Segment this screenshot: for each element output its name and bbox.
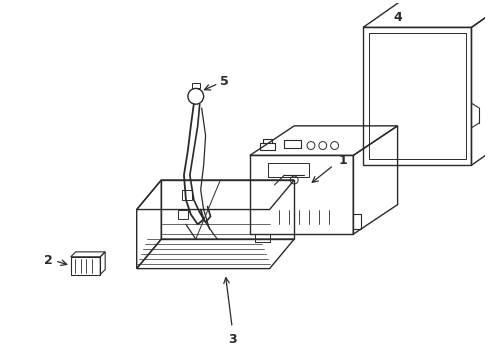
Text: 4: 4 [392,12,401,24]
Text: 2: 2 [44,254,53,267]
Text: 1: 1 [338,154,346,167]
Text: 3: 3 [227,333,236,346]
Text: 5: 5 [220,75,229,88]
